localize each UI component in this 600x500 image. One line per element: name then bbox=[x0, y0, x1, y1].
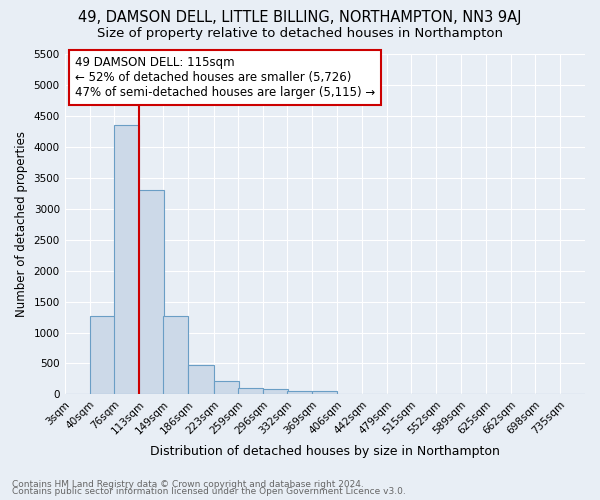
Bar bbox=[238, 388, 263, 394]
Bar bbox=[139, 190, 164, 394]
Text: Contains public sector information licensed under the Open Government Licence v3: Contains public sector information licen… bbox=[12, 487, 406, 496]
Text: 49 DAMSON DELL: 115sqm
← 52% of detached houses are smaller (5,726)
47% of semi-: 49 DAMSON DELL: 115sqm ← 52% of detached… bbox=[75, 56, 376, 98]
Bar bbox=[313, 391, 337, 394]
Text: Size of property relative to detached houses in Northampton: Size of property relative to detached ho… bbox=[97, 28, 503, 40]
X-axis label: Distribution of detached houses by size in Northampton: Distribution of detached houses by size … bbox=[150, 444, 500, 458]
Bar bbox=[214, 381, 239, 394]
Y-axis label: Number of detached properties: Number of detached properties bbox=[15, 131, 28, 317]
Bar bbox=[163, 316, 188, 394]
Bar bbox=[90, 316, 115, 394]
Text: Contains HM Land Registry data © Crown copyright and database right 2024.: Contains HM Land Registry data © Crown c… bbox=[12, 480, 364, 489]
Bar bbox=[114, 125, 139, 394]
Bar bbox=[188, 364, 214, 394]
Text: 49, DAMSON DELL, LITTLE BILLING, NORTHAMPTON, NN3 9AJ: 49, DAMSON DELL, LITTLE BILLING, NORTHAM… bbox=[78, 10, 522, 25]
Bar bbox=[287, 391, 313, 394]
Bar bbox=[263, 390, 288, 394]
